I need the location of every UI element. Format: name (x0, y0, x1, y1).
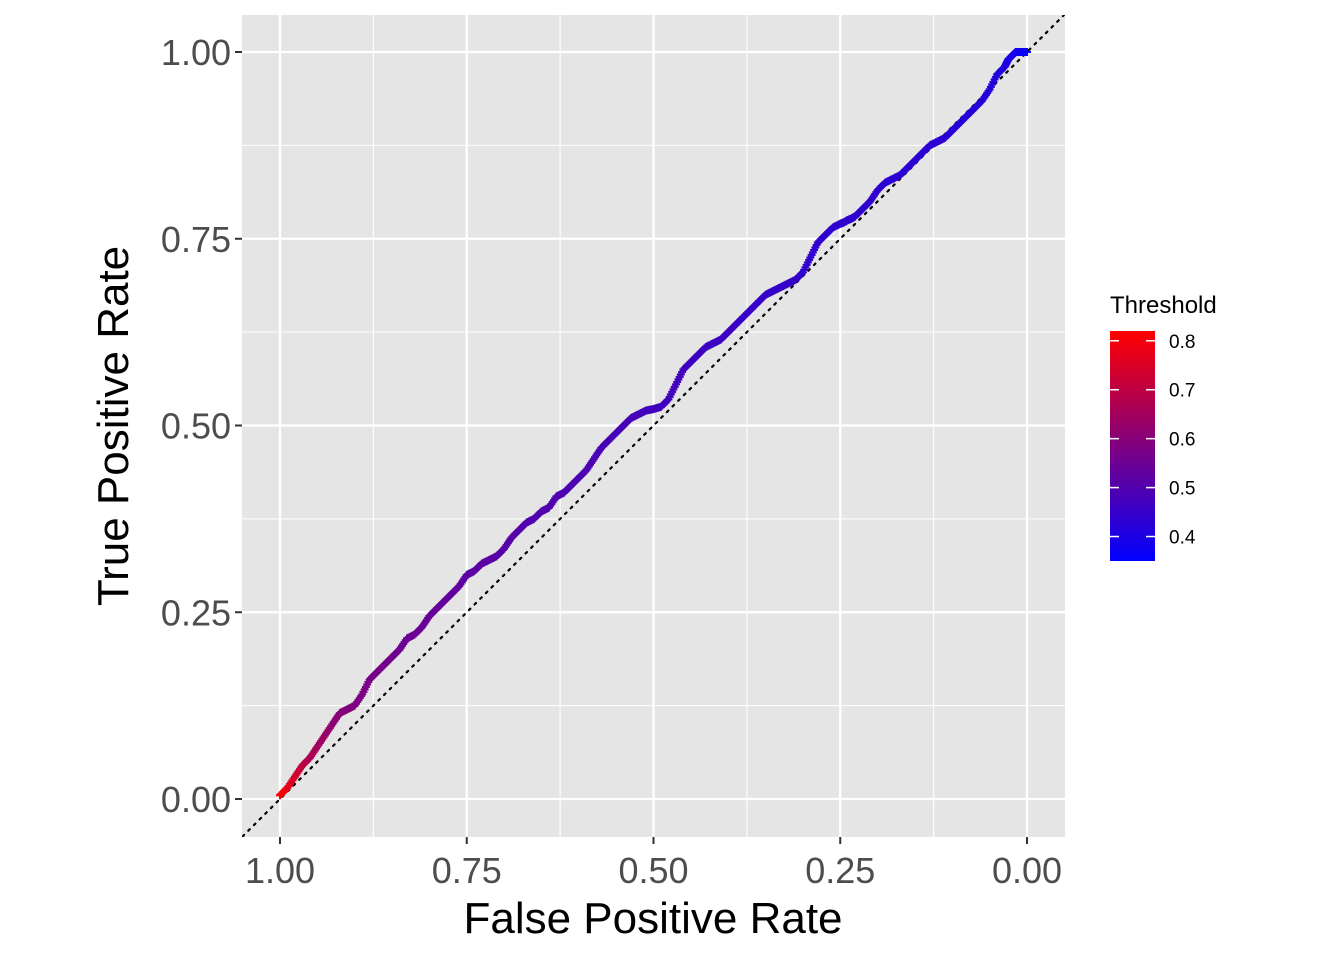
x-axis-title: False Positive Rate (463, 894, 842, 943)
legend-label: 0.7 (1169, 381, 1195, 402)
y-tick-label: 0.00 (161, 779, 231, 820)
legend-label: 0.8 (1169, 332, 1195, 353)
legend-colorbar (1110, 331, 1155, 561)
y-axis-ticks: 0.00 0.25 0.50 0.75 1.00 (161, 32, 242, 820)
roc-curve (276, 48, 1031, 800)
y-tick-label: 0.75 (161, 219, 231, 260)
legend-ticks: 0.8 0.7 0.6 0.5 0.4 (1110, 332, 1196, 549)
legend-label: 0.5 (1169, 479, 1195, 500)
legend: Threshold 0.8 0.7 0.6 0.5 0.4 (1110, 292, 1217, 561)
legend-title: Threshold (1110, 292, 1217, 319)
y-axis-title: True Positive Rate (89, 246, 138, 606)
y-tick-label: 1.00 (161, 32, 231, 73)
x-tick-label: 0.50 (618, 850, 688, 891)
legend-label: 0.6 (1169, 430, 1195, 451)
x-tick-label: 0.75 (432, 850, 502, 891)
y-tick-label: 0.25 (161, 592, 231, 633)
y-tick-label: 0.50 (161, 406, 231, 447)
legend-label: 0.4 (1169, 528, 1196, 549)
major-grid (242, 15, 1065, 837)
x-tick-label: 0.25 (805, 850, 875, 891)
x-axis-ticks: 1.00 0.75 0.50 0.25 0.00 (245, 837, 1062, 891)
x-tick-label: 0.00 (992, 850, 1062, 891)
x-tick-label: 1.00 (245, 850, 315, 891)
